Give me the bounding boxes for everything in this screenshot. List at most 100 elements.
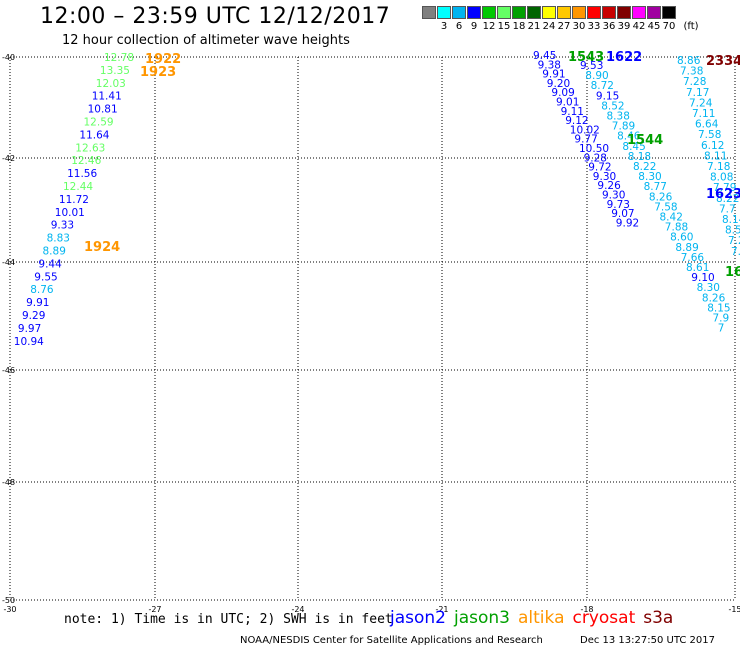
wave-height-value: 8.89 [675,242,698,254]
wave-height-value: 7.11 [692,108,715,120]
wave-height-value: 8.22 [633,161,656,173]
longitude-label: -30 [3,605,16,614]
longitude-label: -24 [291,605,304,614]
longitude-label: -27 [148,605,161,614]
wave-height-value: 12.44 [63,181,93,193]
legend-swatch [557,6,571,19]
longitude-label: -21 [435,605,448,614]
wave-height-value: 8.11 [704,150,727,162]
wave-height-value: 8.60 [670,232,693,244]
wave-height-value: 8.83 [47,233,70,245]
legend-swatch [437,6,451,19]
legend-bin-label: 27 [557,21,571,32]
wave-height-value: 7.89 [612,121,635,133]
pass-time-label: 2334 [706,54,740,69]
wave-height-value: 9.26 [597,180,621,192]
wave-height-value: 9.20 [547,78,570,90]
wave-height-value: 7.58 [654,201,677,213]
wave-height-value: 8.08 [710,172,733,184]
wave-height-value: 9.28 [584,152,607,164]
satellite-legend-entry: s3a [643,608,674,628]
wave-height-value: 11.64 [79,129,109,141]
wave-height-value: 7.24 [689,97,713,109]
wave-height-value: 9.09 [551,87,574,99]
wave-height-value: 9.91 [26,297,49,309]
longitude-label: -15 [728,605,740,614]
legend-swatch [602,6,616,19]
wave-height-value: 8.42 [660,212,683,224]
legend-bin-label: 15 [497,21,511,32]
wave-height-value: 6.64 [695,119,719,131]
legend-bin-label: 6 [455,21,463,32]
legend-bin-label: 12 [482,21,496,32]
wave-height-value: 9.33 [51,220,74,232]
wave-height-value: 7.17 [686,87,709,99]
legend-swatch [467,6,481,19]
wave-height-value: 7.7 [719,203,736,215]
legend-swatch [527,6,541,19]
map-subtitle: 12 hour collection of altimeter wave hei… [62,33,350,48]
pass-time-label: 1544 [627,133,663,148]
wave-height-value: 8.72 [591,80,614,92]
legend-swatch [497,6,511,19]
pass-time-label: 1922 [145,52,181,67]
pass-time-label: 1543 [568,50,604,65]
color-legend: 3 6 9 12 15 18 21 24 27 30 33 36 39 42 45 70 (ft) [422,6,740,33]
satellite-legend-entry: cryosat [572,608,636,628]
legend-swatch [662,6,676,19]
wave-height-value: 7.58 [698,129,721,141]
wave-height-value: 9.11 [561,106,584,118]
wave-height-value: 7 [718,323,725,335]
wave-height-value: 12.78 [104,52,134,64]
legend-swatch [452,6,466,19]
wave-height-value: 9.30 [602,190,625,202]
wave-height-value: 12.63 [75,142,105,154]
legend-swatch [587,6,601,19]
legend-bin-label: 21 [527,21,541,32]
wave-height-value: 9.97 [18,323,41,335]
legend-bin-label: 70 [662,21,676,32]
wave-height-value: 9.45 [533,50,556,62]
legend-swatch [617,6,631,19]
wave-height-value: 8.15 [707,302,730,314]
wave-height-value: 8.61 [686,262,709,274]
legend-swatch [482,6,496,19]
wave-height-value: 8.30 [697,282,720,294]
map-title: 12:00 – 23:59 UTC 12/12/2017 [40,4,391,29]
wave-height-value: 11.56 [67,168,97,180]
wave-height-value: 9.55 [34,271,57,283]
wave-height-value: 8.26 [649,191,673,203]
credit-line: NOAA/NESDIS Center for Satellite Applica… [240,635,543,646]
legend-swatch [632,6,646,19]
wave-height-value: 8.52 [601,100,624,112]
legend-swatch [422,6,436,19]
wave-height-value: 9.15 [596,90,619,102]
wave-height-value: 10.02 [570,124,600,136]
legend-swatch [512,6,526,19]
wave-height-value: 9.53 [580,60,603,72]
latitude-label: -48 [2,478,15,487]
wave-height-value: 9.77 [574,134,597,146]
wave-height-value: 9.91 [542,69,565,81]
wave-height-value: 8.26 [702,292,726,304]
wave-height-value: 9.01 [556,97,579,109]
pass-time-label: 1622 [606,50,642,65]
legend-bin-label: 42 [632,21,646,32]
wave-height-value: 7.9 [731,246,740,258]
wave-height-values: 12.7813.3512.0311.4110.8112.5911.6412.63… [14,50,740,348]
wave-height-value: 9.44 [38,258,62,270]
wave-height-value: 13.35 [100,65,130,77]
wave-height-value: 8.30 [638,171,661,183]
legend-bin-label: 30 [572,21,586,32]
wave-height-value: 9.29 [22,310,45,322]
wave-height-value: 8.18 [628,151,651,163]
wave-height-value: 8.5 [725,225,740,237]
satellite-legend-entry: jason3 [454,608,510,628]
wave-height-value: 11.41 [92,91,122,103]
footer-note: note: 1) Time is in UTC; 2) SWH is in fe… [64,612,393,627]
latitude-label: -44 [2,258,15,267]
wave-height-value: 8.22 [716,193,739,205]
latitude-label: -50 [2,596,15,605]
wave-height-value: 9.10 [691,272,714,284]
